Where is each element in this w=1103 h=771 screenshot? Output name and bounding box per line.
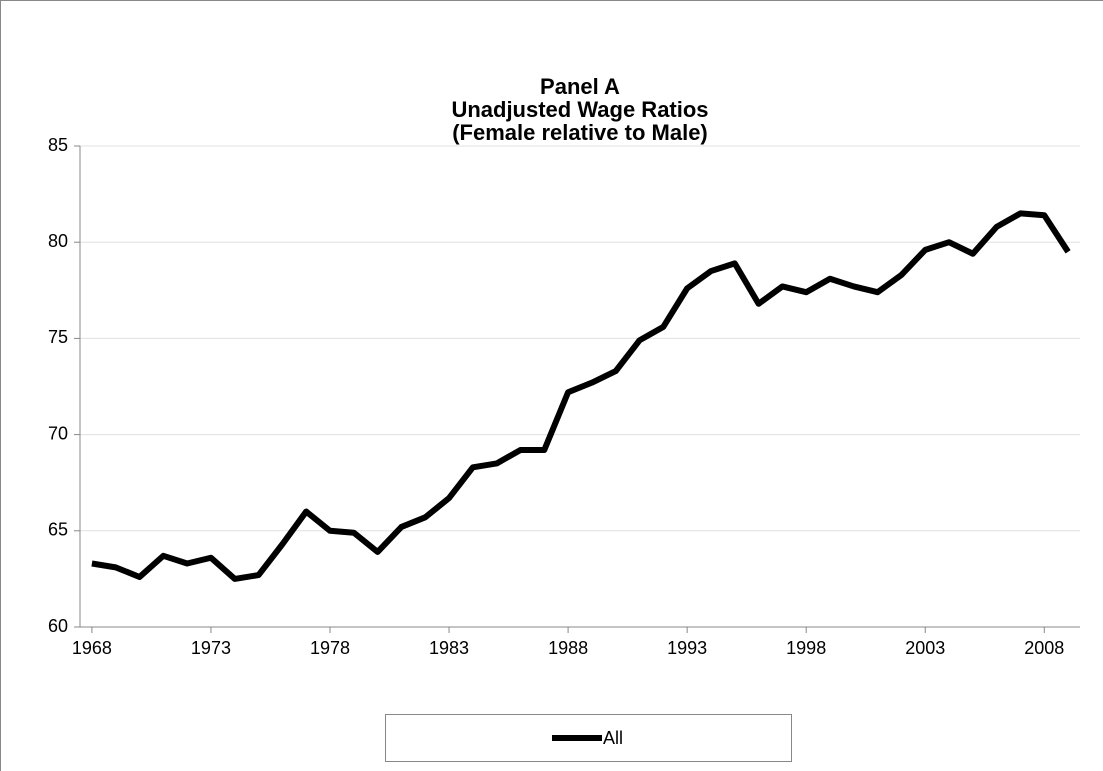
y-tick-label: 85 [48,135,68,155]
y-tick-label: 75 [48,327,68,347]
x-tick-label: 1993 [667,638,707,658]
legend-label: All [603,728,623,748]
x-tick-label: 1988 [548,638,588,658]
y-tick-label: 80 [48,231,68,251]
x-tick-label: 1998 [786,638,826,658]
data-line [91,210,1071,582]
y-tick-label: 65 [48,520,68,540]
x-tick-label: 2003 [905,638,945,658]
chart-title: Panel A [540,74,620,99]
x-tick-label: 1973 [191,638,231,658]
x-tick-label: 2008 [1024,638,1064,658]
chart-title: Unadjusted Wage Ratios [451,97,708,122]
x-tick-label: 1978 [310,638,350,658]
x-tick-label: 1968 [72,638,112,658]
y-tick-label: 70 [48,423,68,443]
x-tick-label: 1983 [429,638,469,658]
chart-title: (Female relative to Male) [452,120,708,145]
y-tick-label: 60 [48,616,68,636]
